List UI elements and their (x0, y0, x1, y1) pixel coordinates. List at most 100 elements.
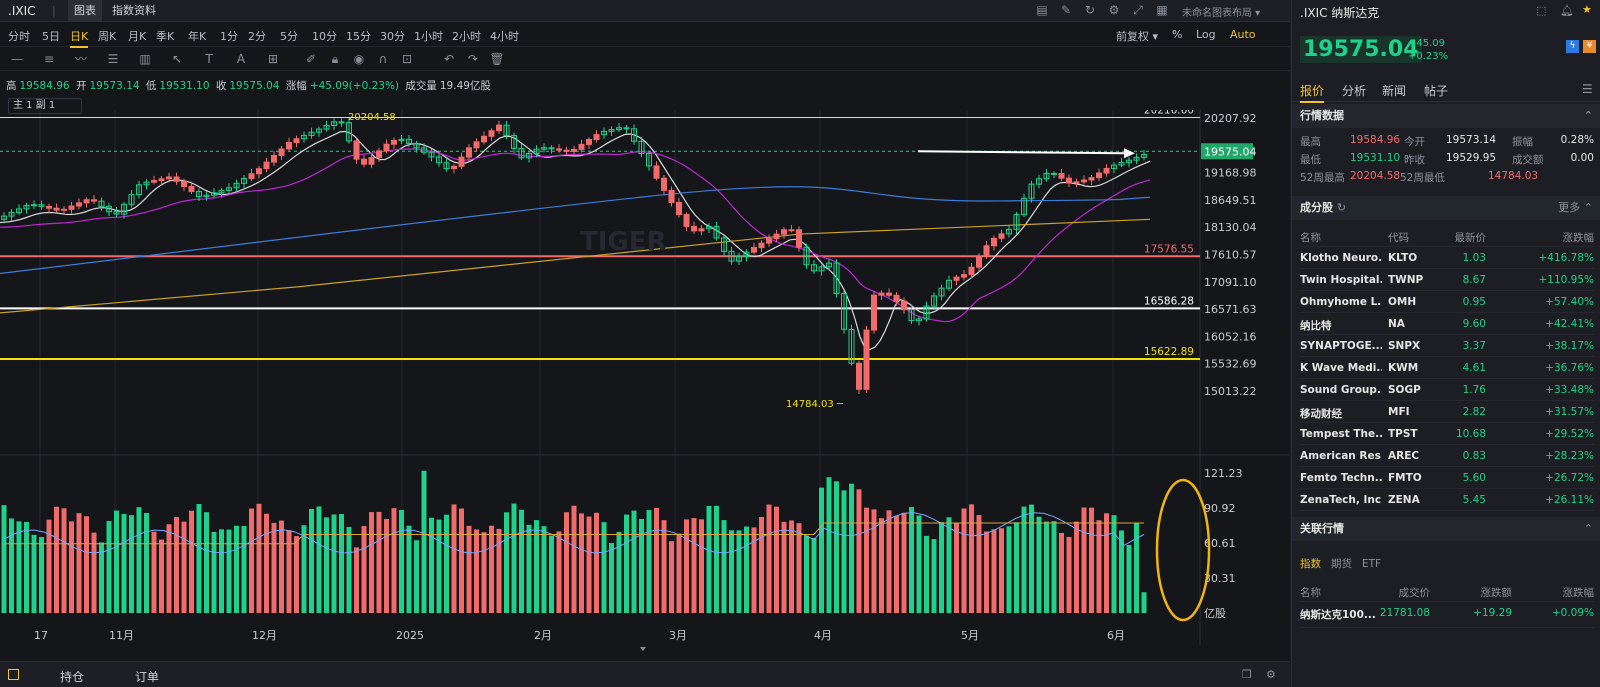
link-icon[interactable]: ⊡ (401, 52, 413, 66)
period-9[interactable]: 5分 (280, 30, 298, 43)
candle-body (638, 140, 645, 155)
period-12[interactable]: 30分 (380, 30, 405, 43)
favorite-star-icon[interactable]: ★ (1582, 3, 1592, 16)
stock-row[interactable]: ZenaTech, Inc. ZENA 5.45 +26.11% (1300, 489, 1594, 511)
alert-bell-icon[interactable]: 🔔︎ (1560, 4, 1574, 17)
stock-row[interactable]: Ohmyhome L... OMH 0.95 +57.40% (1300, 291, 1594, 313)
period-5[interactable]: 季K (156, 30, 175, 43)
stock-row[interactable]: Klotho Neuro... KLTO 1.03 +416.78% (1300, 247, 1594, 269)
related-row[interactable]: 纳斯达克100... 21781.08 +19.29 +0.09% (1300, 602, 1594, 628)
quote-tab-1[interactable]: 分析 (1342, 84, 1367, 98)
volume-bar (294, 536, 299, 613)
adjust-dropdown[interactable]: 前复权 ▾ (1116, 30, 1159, 43)
tab-chart[interactable]: 图表 (68, 0, 102, 22)
text-tool-icon[interactable]: T (205, 52, 213, 66)
close-value: 19575.04 (229, 80, 280, 92)
period-11[interactable]: 15分 (346, 30, 371, 43)
volume-bar (91, 532, 97, 613)
volume-bar (241, 525, 247, 613)
panel-toggle-icon[interactable] (8, 669, 19, 680)
related-tab-2[interactable]: ETF (1362, 558, 1382, 570)
period-4[interactable]: 月K (128, 30, 147, 43)
collapse-icon[interactable]: ⌃ (1583, 522, 1593, 535)
stock-row[interactable]: Tempest The... TPST 10.68 +29.52% (1300, 423, 1594, 445)
volume-bar (511, 503, 517, 613)
wave-tool-icon[interactable]: 〰 (74, 52, 87, 66)
candle-body (518, 147, 525, 159)
log-toggle[interactable]: Log (1196, 28, 1216, 41)
eye-icon[interactable]: ◉ (353, 52, 365, 66)
draw-icon[interactable]: ✎ (1060, 3, 1072, 17)
tab-index-info[interactable]: 指数资料 (112, 4, 156, 17)
stock-header: 涨跌幅 (1562, 232, 1595, 244)
collapse-icon[interactable]: ⌃ (1583, 109, 1593, 122)
settings-icon[interactable]: ⚙ (1108, 3, 1120, 17)
stock-code: SOGP (1388, 384, 1421, 396)
fullscreen-icon[interactable]: ⤢ (1133, 3, 1143, 17)
indicator-selector[interactable]: 主 1 副 1 (8, 98, 82, 114)
period-6[interactable]: 年K (188, 30, 207, 43)
period-13[interactable]: 1小时 (414, 30, 443, 43)
refresh-icon[interactable]: ↻ (1336, 201, 1347, 214)
candlestick-chart[interactable]: 20207.92 19168.98 18649.51 18130.04 17610.57… (0, 110, 1290, 660)
volume-bar (301, 525, 307, 613)
stock-row[interactable]: American Res... AREC 0.83 +28.23% (1300, 445, 1594, 467)
period-2[interactable]: 日K (70, 28, 89, 48)
stock-row[interactable]: SYNAPTOGE... SNPX 3.37 +38.17% (1300, 335, 1594, 357)
stock-row[interactable]: Sound Group... SOGP 1.76 +33.48% (1300, 379, 1594, 401)
multi-line-tool-icon[interactable]: ≡ (43, 52, 55, 66)
lightning-icon[interactable]: ϟ (1566, 40, 1579, 53)
undo-icon[interactable]: ↶ (443, 52, 455, 66)
brush-icon[interactable]: ✐ (305, 52, 317, 66)
stock-row[interactable]: K Wave Medi... KWM 4.61 +36.76% (1300, 357, 1594, 379)
arrow-tool-icon[interactable]: ↖ (171, 52, 183, 66)
export-icon[interactable]: ⬚ (1536, 4, 1547, 17)
more-link[interactable]: 更多 ⌃ (1558, 201, 1593, 214)
period-0[interactable]: 分时 (8, 30, 30, 43)
period-7[interactable]: 1分 (220, 30, 238, 43)
label-tool-icon[interactable]: A (236, 52, 246, 66)
redo-icon[interactable]: ↷ (467, 52, 479, 66)
stock-row[interactable]: 移动财经 MFI 2.82 +31.57% (1300, 401, 1594, 423)
trash-icon[interactable]: 🗑︎ (489, 52, 505, 66)
quote-tab-2[interactable]: 新闻 (1382, 84, 1407, 98)
candle-body (203, 194, 210, 198)
chart-type-icon[interactable]: ▤ (1036, 3, 1048, 17)
period-3[interactable]: 周K (98, 30, 117, 43)
period-1[interactable]: 5日 (42, 30, 60, 43)
candle-body (278, 148, 285, 156)
window-icon[interactable]: ❐ (1242, 668, 1252, 681)
section-related[interactable]: 关联行情 ⌃ (1292, 517, 1600, 541)
related-tab-1[interactable]: 期货 (1331, 558, 1352, 570)
layout-name-dropdown[interactable]: 未命名图表布局 ▾ (1182, 8, 1261, 19)
settings-icon[interactable]: ⚙ (1266, 668, 1276, 681)
grid-layout-icon[interactable]: ▦ (1156, 3, 1168, 17)
candle-body (271, 154, 277, 163)
auto-toggle[interactable]: Auto (1230, 28, 1256, 41)
stock-row[interactable]: Twin Hospital... TWNP 8.67 +110.95% (1300, 269, 1594, 291)
period-15[interactable]: 4小时 (490, 30, 519, 43)
period-14[interactable]: 2小时 (452, 30, 481, 43)
section-quote-data[interactable]: 行情数据 ⌃ (1292, 104, 1600, 128)
percent-toggle[interactable]: % (1172, 28, 1183, 41)
lock-icon[interactable]: 🔒︎ (331, 52, 339, 66)
quote-tab-3[interactable]: 帖子 (1424, 84, 1449, 98)
section-components[interactable]: 成分股 ↻ 更多 ⌃ (1292, 196, 1600, 220)
orders-tab[interactable]: 订单 (135, 670, 160, 684)
channel-tool-icon[interactable]: ☰ (107, 52, 119, 66)
positions-tab[interactable]: 持仓 (60, 670, 85, 684)
stock-row[interactable]: Femto Techn... FMTO 5.60 +26.72% (1300, 467, 1594, 489)
quote-tab-0[interactable]: 报价 (1300, 82, 1325, 103)
measure-tool-icon[interactable]: ⊞ (267, 52, 279, 66)
line-tool-icon[interactable]: — (11, 52, 23, 66)
related-tab-0[interactable]: 指数 (1300, 558, 1321, 570)
trade-icon[interactable]: ¥ (1583, 40, 1596, 53)
refresh-icon[interactable]: ↻ (1084, 3, 1096, 17)
magnet-icon[interactable]: ∩ (378, 52, 388, 66)
period-10[interactable]: 10分 (312, 30, 337, 43)
fib-tool-icon[interactable]: ▥ (139, 52, 151, 66)
period-8[interactable]: 2分 (248, 30, 266, 43)
volume-bar (1051, 521, 1057, 613)
menu-icon[interactable]: ☰ (1582, 82, 1593, 96)
stock-row[interactable]: 纳比特 NA 9.60 +42.41% (1300, 313, 1594, 335)
